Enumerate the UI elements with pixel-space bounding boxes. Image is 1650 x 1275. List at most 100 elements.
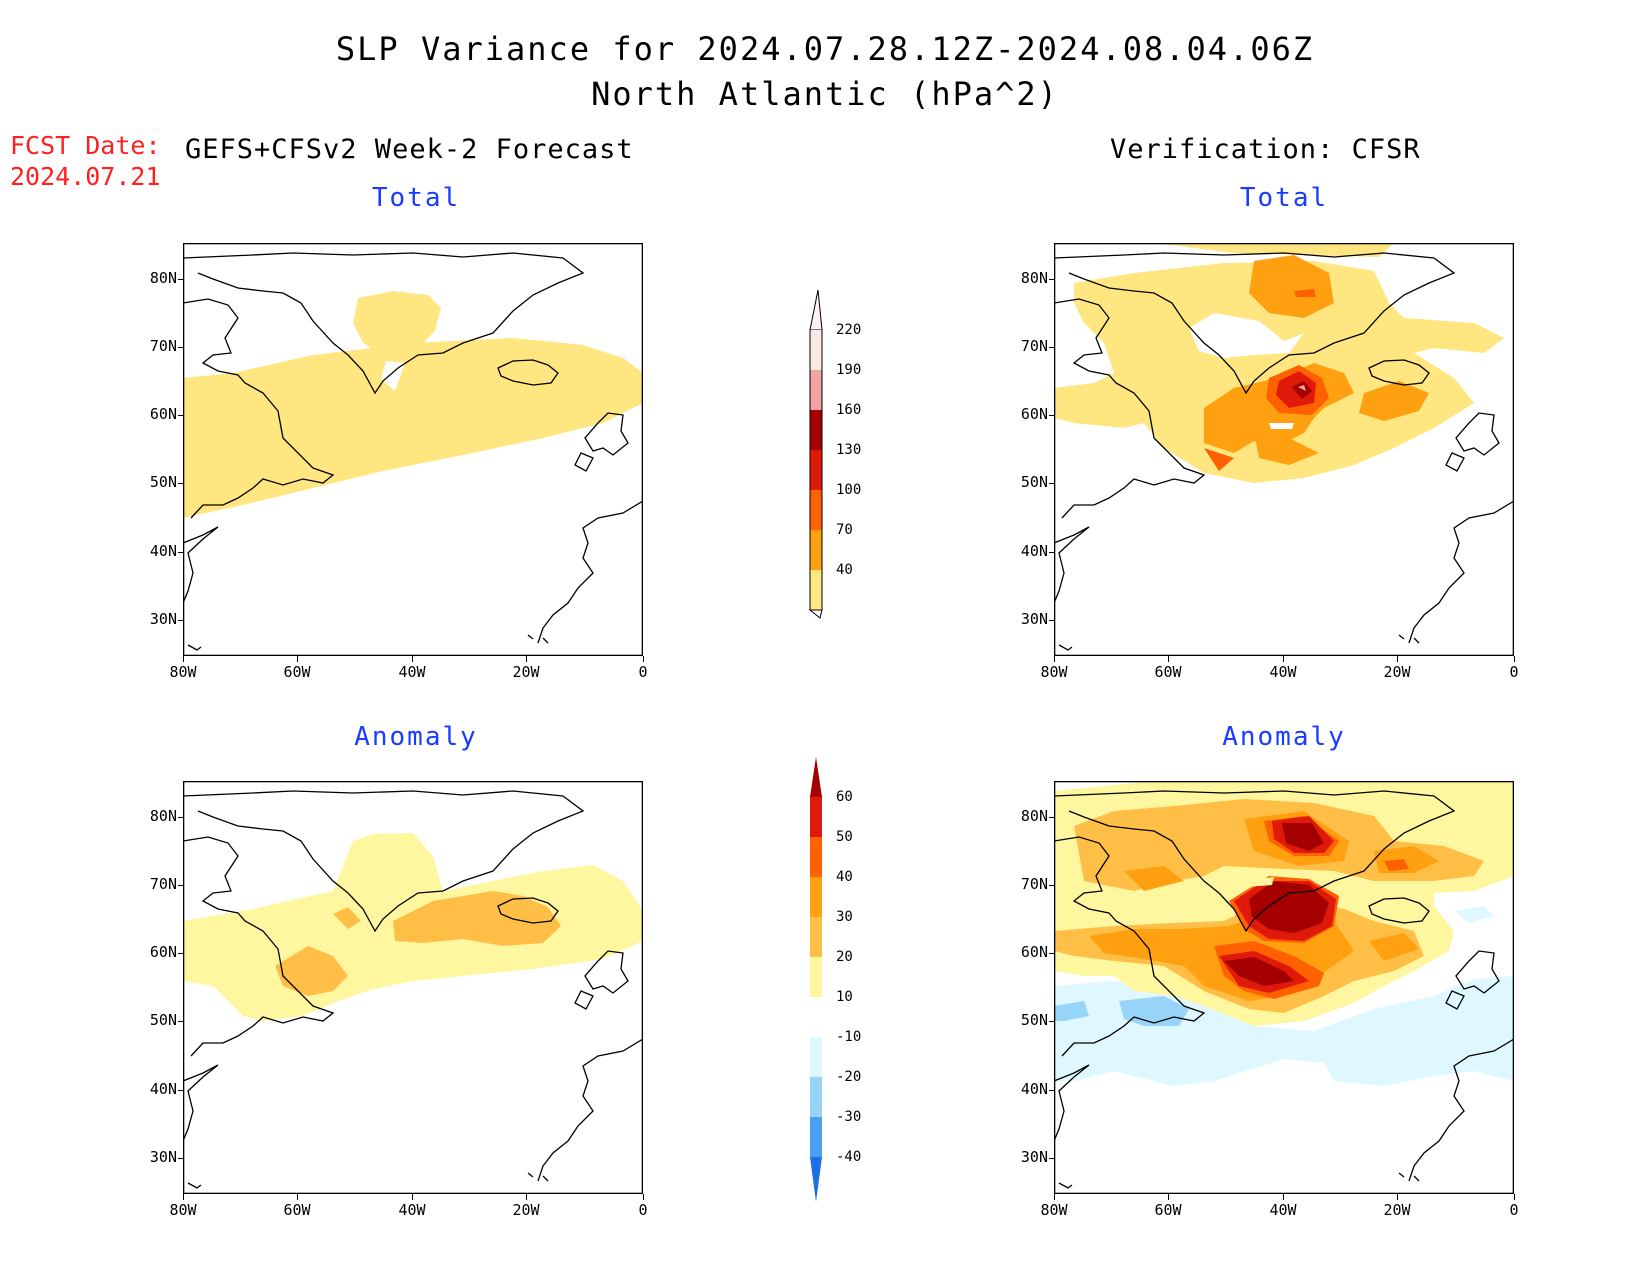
lon-tick-label: 40W (1269, 663, 1297, 681)
colorbar-anomaly-tick-label: -10 (836, 1029, 862, 1045)
colorbar-anomaly-box-6 (810, 1037, 822, 1077)
lat-tick-mark (178, 620, 184, 621)
main-title: SLP Variance for 2024.07.28.12Z-2024.08.… (335, 30, 1315, 68)
forecast-anomaly-map-svg (182, 780, 644, 1195)
lat-tick-mark (1049, 1021, 1055, 1022)
lon-tick-mark (297, 1194, 298, 1200)
lon-tick-label: 60W (1154, 663, 1182, 681)
lat-tick-mark (1049, 279, 1055, 280)
lat-tick-label: 30N (1020, 610, 1048, 628)
lat-tick-mark (178, 953, 184, 954)
lon-tick-label: 40W (1269, 1201, 1297, 1219)
lon-tick-label: 0 (638, 663, 648, 681)
colorbar-anomaly (808, 757, 828, 1211)
lat-tick-label: 70N (1020, 337, 1048, 355)
lon-tick-mark (526, 656, 527, 662)
lon-tick-mark (1054, 656, 1055, 662)
colorbar-total-tick-label: 220 (836, 322, 862, 338)
colorbar-anomaly-box-5 (810, 997, 822, 1037)
ver-anomaly-title: Anomaly (1222, 722, 1346, 752)
lat-tick-label: 50N (1020, 473, 1048, 491)
colorbar-anomaly-tick-label: 40 (836, 869, 853, 885)
lon-tick-label: 80W (1040, 1201, 1068, 1219)
lat-tick-label: 80N (1020, 269, 1048, 287)
lon-tick-label: 20W (1383, 663, 1411, 681)
colorbar-anomaly-box-0 (810, 797, 822, 837)
lon-tick-label: 20W (512, 663, 540, 681)
map-forecast-total (182, 242, 644, 657)
lat-tick-mark (1049, 347, 1055, 348)
lat-tick-label: 40N (149, 542, 177, 560)
colorbar-anomaly-box-7 (810, 1077, 822, 1117)
colorbar-anomaly-tick-label: 50 (836, 829, 853, 845)
colorbar-total-svg (808, 289, 823, 619)
lat-tick-mark (178, 279, 184, 280)
colorbar-total-box-3 (810, 450, 822, 490)
lat-tick-label: 50N (149, 1011, 177, 1029)
lon-tick-mark (297, 656, 298, 662)
lon-tick-label: 80W (1040, 663, 1068, 681)
lat-tick-mark (178, 1090, 184, 1091)
lat-tick-mark (1049, 552, 1055, 553)
fcst-total-title: Total (371, 183, 461, 213)
lat-tick-mark (1049, 483, 1055, 484)
lat-tick-mark (178, 347, 184, 348)
lat-tick-label: 80N (1020, 807, 1048, 825)
lon-tick-label: 40W (398, 663, 426, 681)
colorbar-total-tick-label: 130 (836, 442, 862, 458)
lon-tick-mark (1397, 1194, 1398, 1200)
lon-tick-label: 60W (1154, 1201, 1182, 1219)
lon-tick-label: 20W (1383, 1201, 1411, 1219)
colorbar-total-box-6 (810, 570, 822, 610)
colorbar-anomaly-box-1 (810, 837, 822, 877)
lat-tick-label: 80N (149, 269, 177, 287)
colorbar-anomaly-box-3 (810, 917, 822, 957)
lat-tick-label: 60N (1020, 405, 1048, 423)
verification-total-map-svg (1053, 242, 1515, 657)
lat-tick-mark (1049, 415, 1055, 416)
lat-tick-label: 60N (149, 943, 177, 961)
verification-column-header: Verification: CFSR (1110, 134, 1421, 165)
lon-tick-label: 60W (283, 1201, 311, 1219)
colorbar-total-box-2 (810, 410, 822, 450)
lat-tick-label: 40N (1020, 1080, 1048, 1098)
lat-tick-mark (178, 415, 184, 416)
colorbar-anomaly-box-2 (810, 877, 822, 917)
colorbar-total-box-1 (810, 370, 822, 410)
colorbar-total-tick-label: 100 (836, 482, 862, 498)
colorbar-total-tick-label: 40 (836, 562, 853, 578)
lon-tick-label: 80W (169, 663, 197, 681)
colorbar-anomaly-box-8 (810, 1117, 822, 1157)
lat-tick-mark (1049, 1158, 1055, 1159)
lat-tick-label: 60N (149, 405, 177, 423)
colorbar-anomaly-tick-label: 10 (836, 989, 853, 1005)
lat-tick-mark (178, 1021, 184, 1022)
lat-tick-label: 80N (149, 807, 177, 825)
lat-tick-mark (1049, 620, 1055, 621)
lon-tick-label: 40W (398, 1201, 426, 1219)
colorbar-anomaly-tick-label: 60 (836, 789, 853, 805)
colorbar-anomaly-tick-label: 30 (836, 909, 853, 925)
lat-tick-mark (178, 885, 184, 886)
lat-tick-mark (178, 483, 184, 484)
colorbar-total-tick-label: 190 (836, 362, 862, 378)
lon-tick-label: 0 (1509, 1201, 1519, 1219)
colorbar-anomaly-box-4 (810, 957, 822, 997)
lon-tick-mark (526, 1194, 527, 1200)
lat-tick-mark (1049, 953, 1055, 954)
lon-tick-mark (1397, 656, 1398, 662)
lat-tick-mark (1049, 817, 1055, 818)
lat-tick-mark (178, 817, 184, 818)
forecast-column-header: GEFS+CFSv2 Week-2 Forecast (185, 134, 634, 165)
lon-tick-label: 60W (283, 663, 311, 681)
lon-tick-mark (412, 656, 413, 662)
fcst-date-value: 2024.07.21 (10, 162, 161, 191)
lat-tick-mark (1049, 885, 1055, 886)
colorbar-total-tick-label: 70 (836, 522, 853, 538)
lat-tick-label: 70N (149, 337, 177, 355)
lon-tick-mark (1168, 1194, 1169, 1200)
lon-tick-label: 0 (1509, 663, 1519, 681)
colorbar-total-box-4 (810, 490, 822, 530)
lon-tick-mark (1283, 656, 1284, 662)
lon-tick-label: 20W (512, 1201, 540, 1219)
